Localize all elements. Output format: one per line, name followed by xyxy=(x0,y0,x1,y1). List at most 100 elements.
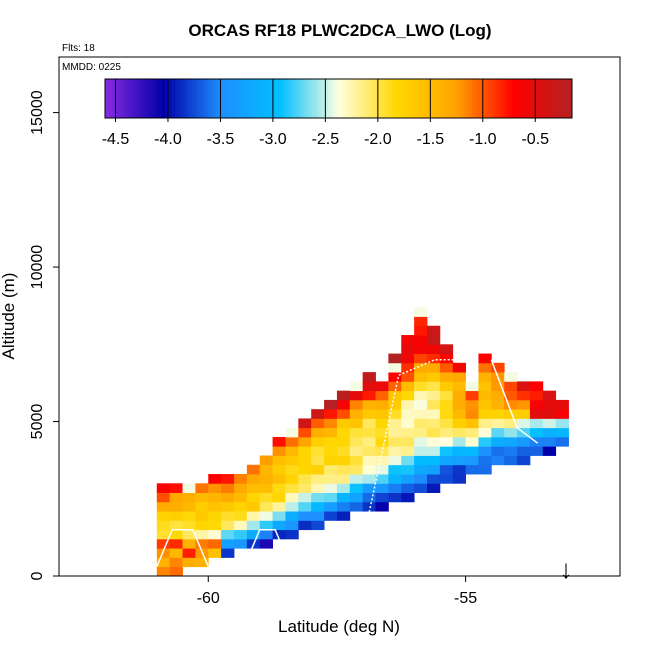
heatmap-cell xyxy=(401,353,415,364)
heatmap-cell xyxy=(504,446,518,456)
heatmap-cell xyxy=(439,399,454,410)
heatmap-cell xyxy=(362,455,376,466)
heatmap-cell xyxy=(324,492,338,503)
heatmap-cell xyxy=(324,418,338,429)
heatmap-cell xyxy=(375,427,389,438)
heatmap-cell xyxy=(182,492,196,503)
colorbar-segment xyxy=(278,79,283,118)
colorbar-segment xyxy=(221,79,226,118)
colorbar-segment xyxy=(145,79,149,118)
colorbar-segment xyxy=(415,79,420,118)
colorbar-segment xyxy=(381,79,386,118)
colorbar-segment xyxy=(305,79,309,118)
heatmap-cell xyxy=(221,492,235,503)
colorbar-segment xyxy=(348,79,353,118)
heatmap-cell xyxy=(182,520,196,531)
heatmap-cell xyxy=(414,436,428,447)
y-tick-label: 0 xyxy=(29,571,46,580)
heatmap-cell xyxy=(311,492,325,503)
y-axis-label: Altitude (m) xyxy=(0,273,18,360)
heatmap-cell xyxy=(504,455,518,466)
heatmap-cell xyxy=(298,427,312,438)
x-axis-label: Latitude (deg N) xyxy=(278,617,400,636)
heatmap-cell xyxy=(375,464,389,475)
heatmap-cell xyxy=(169,492,183,503)
colorbar-segment xyxy=(518,79,523,118)
heatmap-cell xyxy=(324,436,338,447)
heatmap-cell xyxy=(285,436,299,447)
heatmap-cell xyxy=(427,335,441,345)
colorbar-segment xyxy=(495,79,500,118)
heatmap-cell xyxy=(195,538,209,549)
colorbar-segment xyxy=(361,79,366,118)
heatmap-cell xyxy=(298,501,312,512)
colorbar-segment xyxy=(165,79,169,118)
heatmap-cell xyxy=(336,464,351,475)
colorbar-segment xyxy=(435,79,440,118)
heatmap-cell xyxy=(336,436,351,447)
heatmap-cell xyxy=(285,464,299,475)
x-tick-label: -55 xyxy=(454,590,477,607)
heatmap-cell xyxy=(208,501,222,512)
heatmap-cell xyxy=(555,409,569,419)
heatmap-cell xyxy=(478,390,492,401)
heatmap-cell xyxy=(375,455,389,466)
colorbar-segment xyxy=(355,79,360,118)
heatmap-cell xyxy=(465,409,479,419)
heatmap-cell xyxy=(298,455,312,466)
colorbar-segment xyxy=(135,79,139,118)
heatmap-cell xyxy=(388,381,402,392)
colorbar-segment xyxy=(431,79,436,118)
heatmap-cell xyxy=(221,529,235,540)
heatmap-cell xyxy=(298,492,312,503)
heatmap-cell xyxy=(465,446,479,456)
heatmap-cell xyxy=(324,464,338,475)
heatmap-cell xyxy=(169,483,183,493)
colorbar-segment xyxy=(158,79,163,118)
heatmap-cell xyxy=(491,390,505,401)
colorbar-segment xyxy=(545,79,550,118)
colorbar-segment xyxy=(295,79,299,118)
heatmap-cell xyxy=(156,501,171,512)
colorbar-segment xyxy=(421,79,426,118)
heatmap-cell xyxy=(195,529,209,540)
heatmap-cell xyxy=(491,455,505,466)
colorbar-segment xyxy=(401,79,406,118)
heatmap-cell xyxy=(156,520,171,531)
heatmap-cell xyxy=(336,455,351,466)
heatmap-cell xyxy=(555,418,569,429)
colorbar-segment xyxy=(215,79,219,118)
heatmap-cell xyxy=(324,409,338,419)
heatmap-cell xyxy=(401,455,415,466)
colorbar-segment xyxy=(138,79,143,118)
heatmap-cell xyxy=(401,335,415,345)
heatmap-cell xyxy=(182,557,196,568)
colorbar-segment xyxy=(325,79,329,118)
heatmap-cell xyxy=(336,511,351,521)
flights-label: Flts: 18 xyxy=(62,43,95,54)
colorbar-segment xyxy=(335,79,339,118)
heatmap-cell xyxy=(401,474,415,484)
heatmap-cell xyxy=(233,529,248,540)
heatmap-cell xyxy=(298,520,312,531)
colorbar-segment xyxy=(205,79,209,118)
colorbar-segment xyxy=(258,79,263,118)
heatmap-cell xyxy=(208,492,222,503)
colorbar-tick-label: -4.5 xyxy=(102,131,130,148)
heatmap-cell xyxy=(259,455,273,466)
heatmap-cell xyxy=(388,362,402,373)
heatmap-cell xyxy=(529,446,544,456)
heatmap-cell xyxy=(311,520,325,531)
heatmap-cell xyxy=(311,427,325,438)
heatmap-cell xyxy=(221,474,235,484)
heatmap-cell xyxy=(182,483,196,493)
colorbar-segment xyxy=(368,79,373,118)
colorbar-segment xyxy=(285,79,289,118)
heatmap-cell xyxy=(169,557,183,568)
heatmap-cell xyxy=(349,501,364,512)
heatmap-cell xyxy=(427,483,441,493)
heatmap-cell xyxy=(349,483,364,493)
colorbar-segment xyxy=(161,79,166,118)
colorbar-segment xyxy=(175,79,179,118)
heatmap-cell xyxy=(401,399,415,410)
